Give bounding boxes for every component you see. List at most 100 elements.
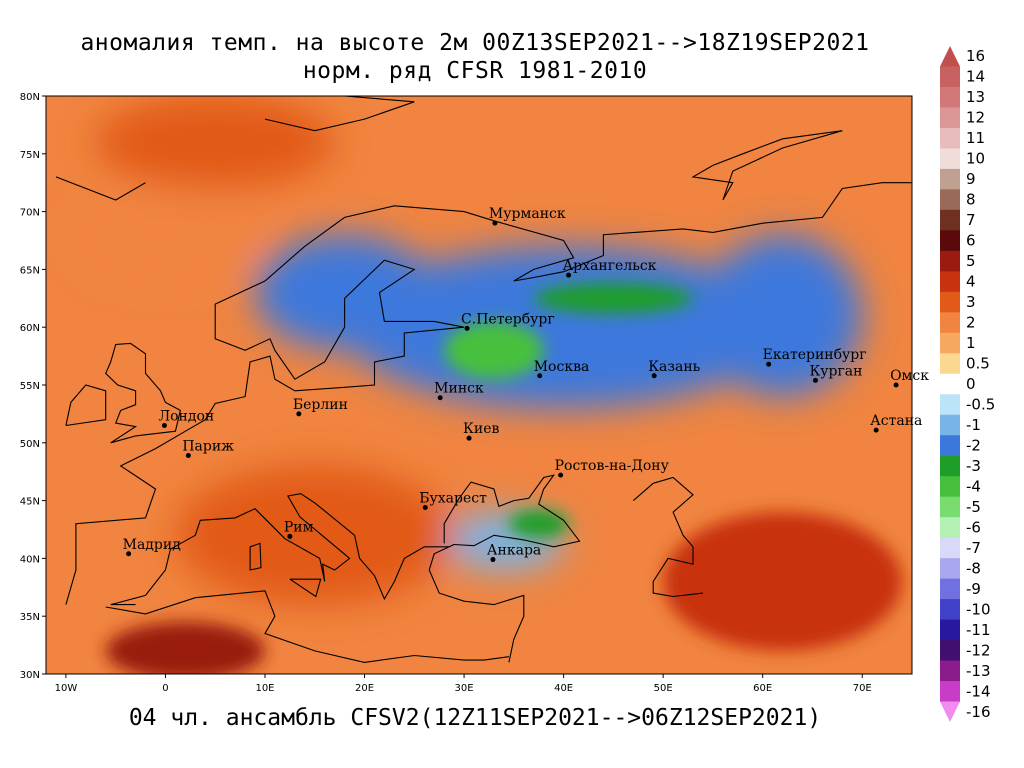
colorbar: 16 14 13 12 11 10 9 8 7 6 5 4 3 2 1 0.5 0 -0.5 -1 -2 -3 -4 -5 -… <box>940 46 995 722</box>
colorbar-label: -7 <box>966 539 981 557</box>
colorbar-swatch <box>940 353 960 375</box>
city-dot <box>296 411 302 417</box>
anomaly-core <box>105 283 903 674</box>
map-axes: 10W 0 10E 20E 30E 40E 50E 60E 70E 80N 75N 70N 65N 60N… <box>20 92 872 694</box>
colorbar-swatch <box>940 86 960 108</box>
colorbar-swatch <box>940 496 960 518</box>
coastline <box>110 493 525 663</box>
city-label: Курган <box>809 363 862 379</box>
anomaly-region <box>533 283 694 314</box>
anomaly-region <box>444 321 544 380</box>
city-dot <box>873 427 879 433</box>
colorbar-label: 16 <box>966 47 985 65</box>
colorbar-label: 9 <box>966 170 976 188</box>
colorbar-swatch <box>940 250 960 272</box>
anomaly-region <box>75 188 256 281</box>
city-dot <box>437 395 443 401</box>
city-label: Анкара <box>487 543 541 559</box>
city-dot <box>558 472 564 478</box>
city-label: Ростов-на-Дону <box>555 458 670 474</box>
city-dot <box>161 422 167 428</box>
coastline <box>65 182 912 605</box>
lat-tick-label: 80N <box>20 92 40 103</box>
lat-tick-label: 65N <box>20 265 40 276</box>
colorbar-label: -12 <box>966 641 991 659</box>
coastline <box>632 476 704 598</box>
city-dot <box>287 533 293 539</box>
colorbar-label: -4 <box>966 477 981 495</box>
colorbar-label: -0.5 <box>966 395 995 413</box>
colorbar-label: 13 <box>966 88 985 106</box>
city-dot <box>566 272 572 278</box>
city-label: Омск <box>890 368 929 384</box>
city-label: Берлин <box>293 397 348 413</box>
lat-tick-label: 40N <box>20 554 40 565</box>
city-dot <box>651 373 657 379</box>
colorbar-label: 0.5 <box>966 355 990 373</box>
city-dot <box>466 435 472 441</box>
colorbar-swatch <box>940 148 960 170</box>
colorbar-swatch <box>940 373 960 395</box>
city-label: Екатеринбург <box>763 347 867 363</box>
colorbar-swatch <box>940 681 960 703</box>
map-title: аномалия темп. на высоте 2м 00Z13SEP2021… <box>80 30 870 56</box>
colorbar-label: 14 <box>966 68 985 86</box>
colorbar-label: -2 <box>966 436 981 454</box>
lat-tick-label: 45N <box>20 497 40 508</box>
colorbar-swatch <box>940 312 960 334</box>
city-label: Киев <box>463 421 499 437</box>
lon-tick-label: 10W <box>55 683 78 694</box>
colorbar-swatch <box>940 66 960 88</box>
anomaly-region <box>702 234 863 397</box>
colorbar-swatch <box>940 209 960 231</box>
city-dot <box>422 505 428 511</box>
colorbar-label: -9 <box>966 580 981 598</box>
city-dot <box>126 551 132 557</box>
city-label: Париж <box>182 439 234 455</box>
coastline <box>264 96 415 132</box>
colorbar-swatch <box>940 578 960 600</box>
lon-tick-label: 70E <box>853 683 872 694</box>
city-label: Бухарест <box>419 491 487 507</box>
lon-tick-label: 50E <box>654 683 673 694</box>
map-subtitle: норм. ряд CFSR 1981-2010 <box>302 58 648 84</box>
city-dot <box>490 557 496 563</box>
coastline <box>55 176 146 201</box>
colorbar-swatch <box>940 332 960 354</box>
colorbar-swatch <box>940 271 960 293</box>
coastlines <box>55 96 912 663</box>
lat-tick-label: 35N <box>20 612 40 623</box>
city-dot <box>185 453 191 459</box>
colorbar-swatch <box>940 599 960 621</box>
colorbar-swatch <box>940 46 960 67</box>
coastline <box>105 342 182 444</box>
colorbar-swatch <box>940 107 960 129</box>
anomaly-region <box>95 96 335 189</box>
colorbar-swatch <box>940 640 960 662</box>
colorbar-swatch <box>940 619 960 641</box>
colorbar-label: -8 <box>966 559 981 577</box>
colorbar-label: 8 <box>966 191 976 209</box>
city-label: Москва <box>534 359 590 375</box>
colorbar-label: 5 <box>966 252 976 270</box>
colorbar-label: 3 <box>966 293 976 311</box>
colorbar-swatch <box>940 455 960 477</box>
coastline <box>65 384 107 427</box>
lon-tick-label: 60E <box>753 683 772 694</box>
colorbar-label: -11 <box>966 621 991 639</box>
colorbar-label: 12 <box>966 109 985 127</box>
lon-tick-label: 40E <box>554 683 573 694</box>
colorbar-swatch <box>940 189 960 211</box>
city-label: Мурманск <box>489 206 566 222</box>
colorbar-label: 4 <box>966 273 976 291</box>
lat-tick-label: 55N <box>20 381 40 392</box>
colorbar-swatch <box>940 558 960 580</box>
coastline <box>249 542 262 571</box>
city-markers: Мурманск Архангельск С.Петербург Москва Каза… <box>123 206 929 563</box>
anomaly-region <box>508 509 569 538</box>
colorbar-label: 2 <box>966 314 976 332</box>
lon-tick-label: 10E <box>255 683 274 694</box>
city-label: Мадрид <box>123 537 182 553</box>
colorbar-label: 0 <box>966 375 976 393</box>
colorbar-label: -5 <box>966 498 981 516</box>
